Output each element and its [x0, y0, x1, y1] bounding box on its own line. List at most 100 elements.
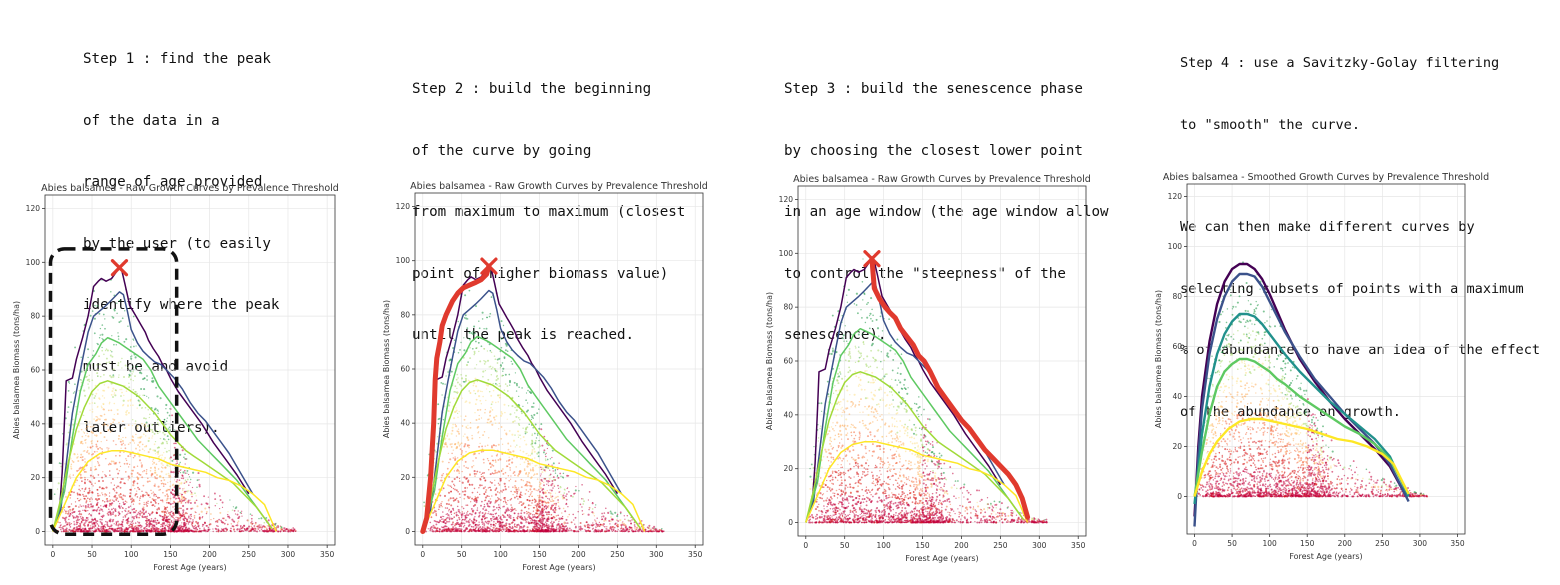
scatter-point — [565, 495, 567, 497]
scatter-point — [628, 528, 631, 531]
scatter-point — [94, 384, 97, 387]
scatter-point — [137, 444, 140, 447]
scatter-point — [441, 460, 444, 463]
scatter-point — [520, 491, 522, 494]
scatter-point — [134, 422, 136, 425]
scatter-point — [539, 512, 542, 515]
scatter-point — [73, 523, 76, 526]
scatter-point — [172, 493, 175, 496]
scatter-point — [475, 419, 478, 421]
scatter-point — [508, 373, 511, 376]
scatter-point — [443, 525, 446, 528]
scatter-point — [489, 473, 492, 476]
scatter-point — [73, 484, 76, 486]
scatter-point — [107, 513, 110, 516]
scatter-point — [488, 366, 490, 368]
scatter-point — [136, 472, 139, 474]
scatter-point — [457, 351, 460, 354]
scatter-point — [545, 452, 547, 455]
scatter-point — [135, 493, 138, 495]
scatter-point — [519, 501, 521, 503]
scatter-point — [166, 442, 169, 445]
scatter-point — [93, 450, 96, 453]
scatter-point — [538, 439, 540, 442]
scatter-point — [266, 524, 269, 527]
scatter-point — [94, 528, 96, 530]
scatter-point — [164, 438, 166, 441]
scatter-point — [140, 387, 143, 391]
scatter-point — [494, 422, 497, 424]
scatter-point — [475, 347, 477, 350]
scatter-point — [515, 466, 517, 468]
scatter-point — [464, 515, 467, 518]
scatter-point — [519, 493, 522, 496]
scatter-point — [455, 407, 457, 409]
scatter-point — [96, 450, 98, 453]
scatter-point — [517, 474, 520, 477]
scatter-point — [194, 530, 197, 533]
scatter-point — [485, 530, 488, 533]
scatter-point — [626, 515, 629, 517]
scatter-point — [533, 450, 536, 453]
scatter-point — [113, 418, 116, 421]
scatter-point — [439, 435, 442, 438]
scatter-point — [75, 521, 78, 524]
scatter-point — [535, 489, 537, 491]
scatter-point — [88, 388, 90, 390]
scatter-point — [481, 511, 484, 515]
scatter-point — [473, 452, 476, 455]
scatter-point — [67, 380, 70, 383]
scatter-point — [494, 500, 497, 503]
scatter-point — [141, 407, 143, 409]
scatter-point — [125, 459, 128, 462]
scatter-point — [83, 495, 85, 498]
scatter-point — [132, 404, 134, 406]
scatter-point — [117, 485, 120, 488]
scatter-point — [176, 462, 179, 465]
scatter-point — [464, 460, 467, 463]
scatter-point — [124, 495, 126, 497]
scatter-point — [479, 478, 482, 481]
scatter-point — [594, 519, 596, 521]
scatter-point — [476, 399, 478, 401]
scatter-point — [107, 511, 110, 514]
scatter-point — [510, 508, 512, 511]
scatter-point — [115, 454, 117, 457]
scatter-point — [455, 513, 458, 516]
scatter-point — [179, 517, 182, 519]
scatter-point — [483, 348, 486, 350]
scatter-point — [101, 476, 104, 479]
scatter-point — [118, 529, 121, 532]
scatter-point — [132, 419, 134, 421]
scatter-point — [138, 459, 142, 462]
scatter-point — [127, 424, 130, 426]
scatter-point — [94, 465, 97, 468]
scatter-point — [452, 497, 455, 500]
scatter-point — [165, 516, 167, 519]
scatter-point — [630, 522, 633, 525]
scatter-point — [179, 492, 181, 495]
scatter-point — [162, 476, 165, 479]
scatter-point — [166, 464, 168, 466]
scatter-point — [69, 512, 72, 515]
scatter-point — [136, 424, 139, 428]
scatter-point — [441, 501, 443, 503]
scatter-point — [162, 464, 164, 466]
scatter-point — [509, 413, 512, 416]
scatter-point — [558, 520, 560, 523]
scatter-point — [80, 453, 83, 456]
scatter-point — [165, 450, 168, 453]
scatter-point — [132, 519, 134, 521]
scatter-point — [501, 443, 504, 445]
scatter-point — [463, 317, 466, 319]
scatter-point — [518, 524, 520, 526]
scatter-point — [105, 458, 107, 460]
scatter-point — [87, 446, 89, 448]
scatter-point — [490, 406, 492, 409]
scatter-point — [79, 504, 81, 506]
scatter-point — [533, 448, 535, 450]
scatter-point — [121, 520, 124, 523]
scatter-point — [493, 524, 495, 526]
scatter-point — [180, 477, 183, 479]
scatter-point — [84, 488, 87, 491]
